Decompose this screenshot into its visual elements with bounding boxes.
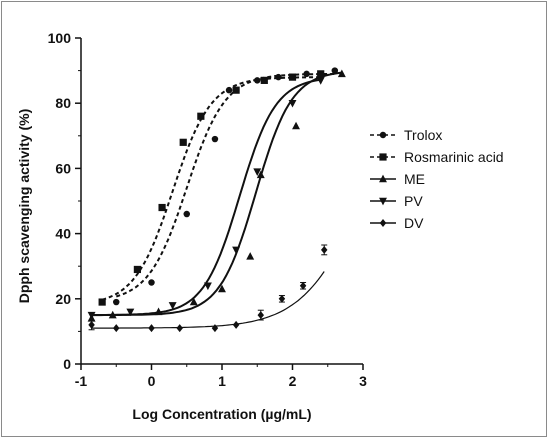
data-point	[288, 99, 297, 108]
data-point	[299, 281, 307, 290]
data-point	[108, 310, 117, 319]
legend-marker	[379, 219, 387, 227]
legend-label: ME	[404, 171, 425, 187]
data-point	[260, 76, 268, 84]
data-point	[88, 320, 95, 329]
legend-label: Rosmarinic acid	[404, 149, 504, 165]
data-point	[133, 265, 141, 274]
legend-marker	[379, 153, 387, 161]
data-point	[211, 135, 219, 143]
data-point	[148, 279, 155, 286]
data-point	[98, 298, 106, 306]
data-point	[232, 246, 241, 255]
data-point	[203, 282, 212, 291]
data-point	[317, 70, 325, 78]
data-point	[303, 70, 310, 78]
data-point	[254, 77, 261, 84]
legend-label: DV	[404, 215, 424, 231]
y-tick-label: 60	[55, 160, 71, 176]
data-point	[257, 311, 265, 320]
data-point	[232, 86, 240, 94]
legend: Trolox Rosmarinic acid ME PV DV	[370, 127, 504, 231]
data-point	[183, 210, 190, 218]
legend-label: Trolox	[404, 127, 442, 143]
data-point	[320, 245, 328, 254]
data-point	[256, 170, 265, 179]
fit-curves	[91, 71, 342, 329]
data-point	[278, 294, 286, 303]
data-point	[148, 324, 155, 333]
legend-marker	[379, 131, 387, 139]
data-point	[158, 203, 166, 212]
legend-label: PV	[404, 193, 423, 209]
y-tick-label: 100	[48, 30, 72, 46]
data-point	[316, 77, 325, 85]
x-tick-label: 2	[289, 373, 297, 389]
data-point	[113, 298, 120, 306]
legend-marker	[379, 197, 387, 206]
y-tick-label: 0	[63, 356, 71, 372]
fit-curve-2	[91, 71, 342, 317]
data-point	[168, 302, 177, 310]
data-point	[253, 168, 262, 176]
data-point	[211, 324, 219, 333]
x-tick-label: 3	[359, 373, 367, 389]
data-point	[232, 320, 240, 329]
data-point	[331, 67, 339, 74]
x-tick-label: 1	[218, 373, 226, 389]
x-axis-title: Log Concentration (µg/mL)	[132, 406, 312, 422]
y-tick-label: 80	[55, 95, 71, 111]
legend-marker	[379, 174, 387, 183]
data-point	[113, 324, 120, 333]
data-point	[176, 324, 183, 333]
data-point	[126, 308, 135, 317]
data-point	[225, 86, 233, 94]
data-point	[87, 311, 96, 320]
data-points	[87, 67, 346, 333]
data-point	[275, 73, 282, 81]
y-axis-title: Dpph scavenging activity (%)	[16, 108, 32, 304]
fit-curve-4	[91, 271, 325, 329]
data-point	[154, 307, 163, 316]
x-tick-label: 0	[148, 373, 156, 389]
data-point	[292, 121, 300, 130]
data-point	[179, 138, 187, 146]
fit-curve-0	[115, 73, 335, 298]
data-point	[189, 297, 198, 306]
y-tick-label: 40	[55, 226, 71, 242]
fit-curve-1	[101, 76, 321, 301]
y-tick-label: 20	[55, 291, 71, 307]
data-point	[218, 284, 226, 293]
fit-curve-3	[91, 78, 321, 316]
data-point	[337, 69, 346, 78]
data-point	[246, 252, 255, 260]
data-point	[288, 73, 297, 81]
data-point	[197, 112, 205, 120]
x-tick-label: -1	[75, 373, 88, 389]
